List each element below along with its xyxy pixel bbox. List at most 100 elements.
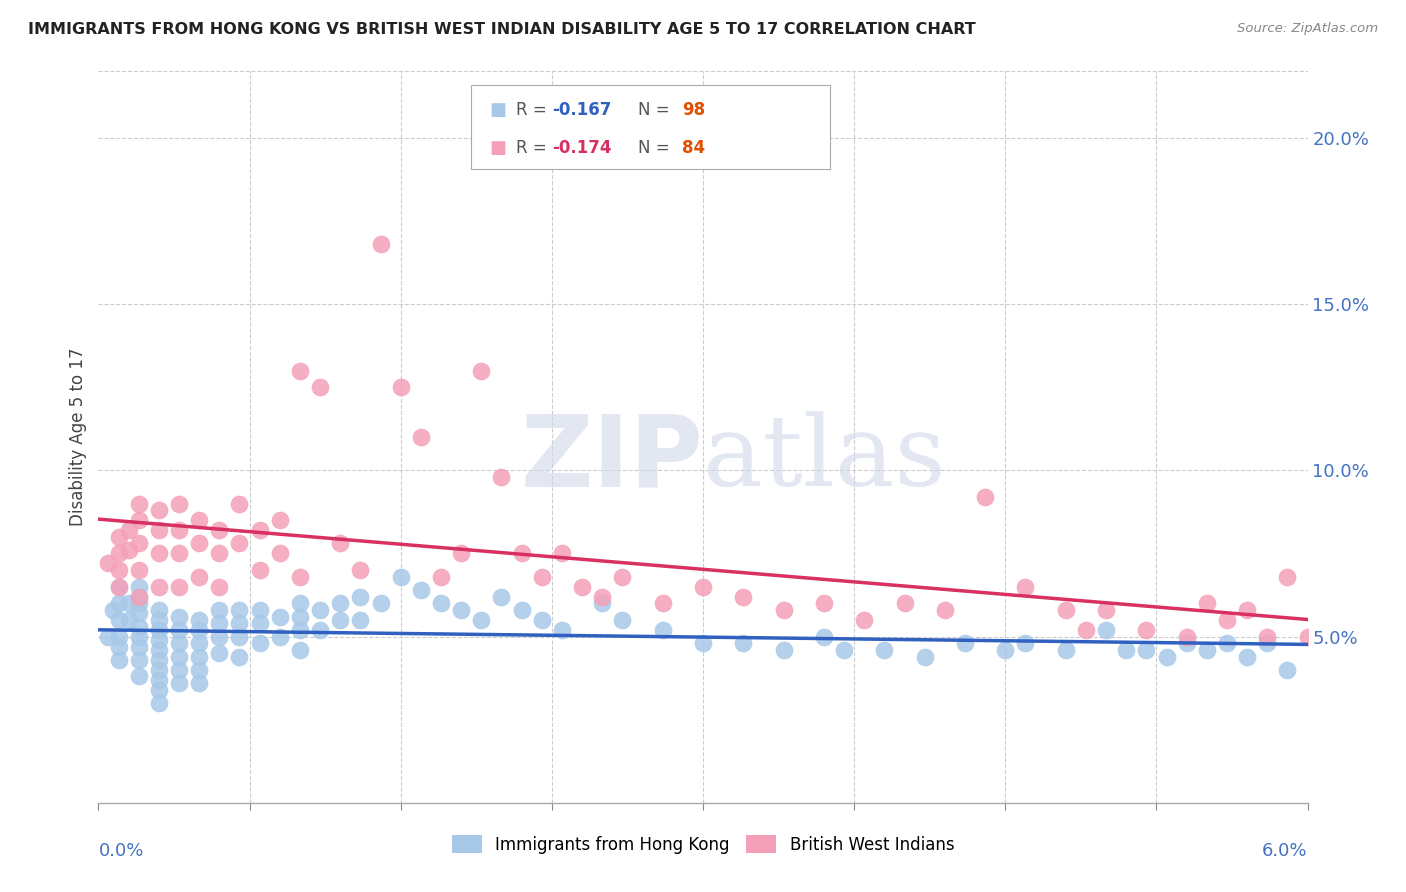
Text: 0.0%: 0.0% [98,842,143,860]
Point [934,603,956,617]
Text: ■: ■ [489,139,506,157]
Text: -0.174: -0.174 [553,139,612,157]
Point [853,613,876,627]
Point [692,636,714,650]
Point [118,596,141,610]
Point [651,623,673,637]
Point [733,636,755,650]
Point [349,563,371,577]
Point [1277,570,1299,584]
Text: 6.0%: 6.0% [1263,842,1308,860]
Point [188,570,211,584]
Point [188,623,211,637]
Point [128,590,150,604]
Point [128,596,150,610]
Point [188,649,211,664]
Point [228,536,250,550]
Point [148,546,170,560]
Point [167,636,190,650]
Point [530,570,553,584]
Point [167,623,190,637]
Point [450,603,472,617]
Point [491,590,513,604]
Point [1014,580,1036,594]
Point [1357,596,1379,610]
Point [228,616,250,631]
Point [107,580,129,594]
Point [188,613,211,627]
Point [1296,630,1319,644]
Point [107,580,129,594]
Text: 84: 84 [682,139,704,157]
Point [510,603,533,617]
Point [128,619,150,633]
Point [249,523,271,537]
Point [551,546,574,560]
Point [208,630,231,644]
Point [118,613,141,627]
Point [370,237,392,252]
Point [1316,613,1339,627]
Point [269,546,291,560]
Point [288,643,311,657]
Point [148,682,170,697]
Point [914,649,936,664]
Point [107,596,129,610]
Point [1115,643,1137,657]
Point [1236,649,1258,664]
Point [309,603,332,617]
Point [470,613,492,627]
Text: ZIP: ZIP [520,410,703,508]
Point [612,613,634,627]
Point [97,557,120,571]
Point [208,580,231,594]
Point [107,530,129,544]
Point [974,490,997,504]
Point [128,590,150,604]
Point [1216,636,1239,650]
Point [309,623,332,637]
Text: N =: N = [617,101,675,120]
Point [208,616,231,631]
Point [1376,623,1399,637]
Point [228,630,250,644]
Point [813,630,835,644]
Point [148,663,170,677]
Point [651,596,673,610]
Point [107,563,129,577]
Point [269,630,291,644]
Point [591,590,613,604]
Point [1195,596,1218,610]
Point [1195,643,1218,657]
Point [530,613,553,627]
Point [208,546,231,560]
Point [188,663,211,677]
Point [329,596,352,610]
Point [288,596,311,610]
Point [167,497,190,511]
Point [148,696,170,710]
Point [510,546,533,560]
Point [269,609,291,624]
Point [188,536,211,550]
Point [430,570,453,584]
Point [953,636,976,650]
Point [118,543,141,558]
Point [208,646,231,660]
Point [128,497,150,511]
Point [167,649,190,664]
Point [692,580,714,594]
Point [329,536,352,550]
Point [1398,636,1406,650]
Point [349,590,371,604]
Point [188,513,211,527]
Point [208,523,231,537]
Point [128,640,150,654]
Point [612,570,634,584]
Text: -0.167: -0.167 [553,101,612,120]
Point [370,596,392,610]
Point [309,380,332,394]
Point [772,603,794,617]
Point [1277,663,1299,677]
Point [128,669,150,683]
